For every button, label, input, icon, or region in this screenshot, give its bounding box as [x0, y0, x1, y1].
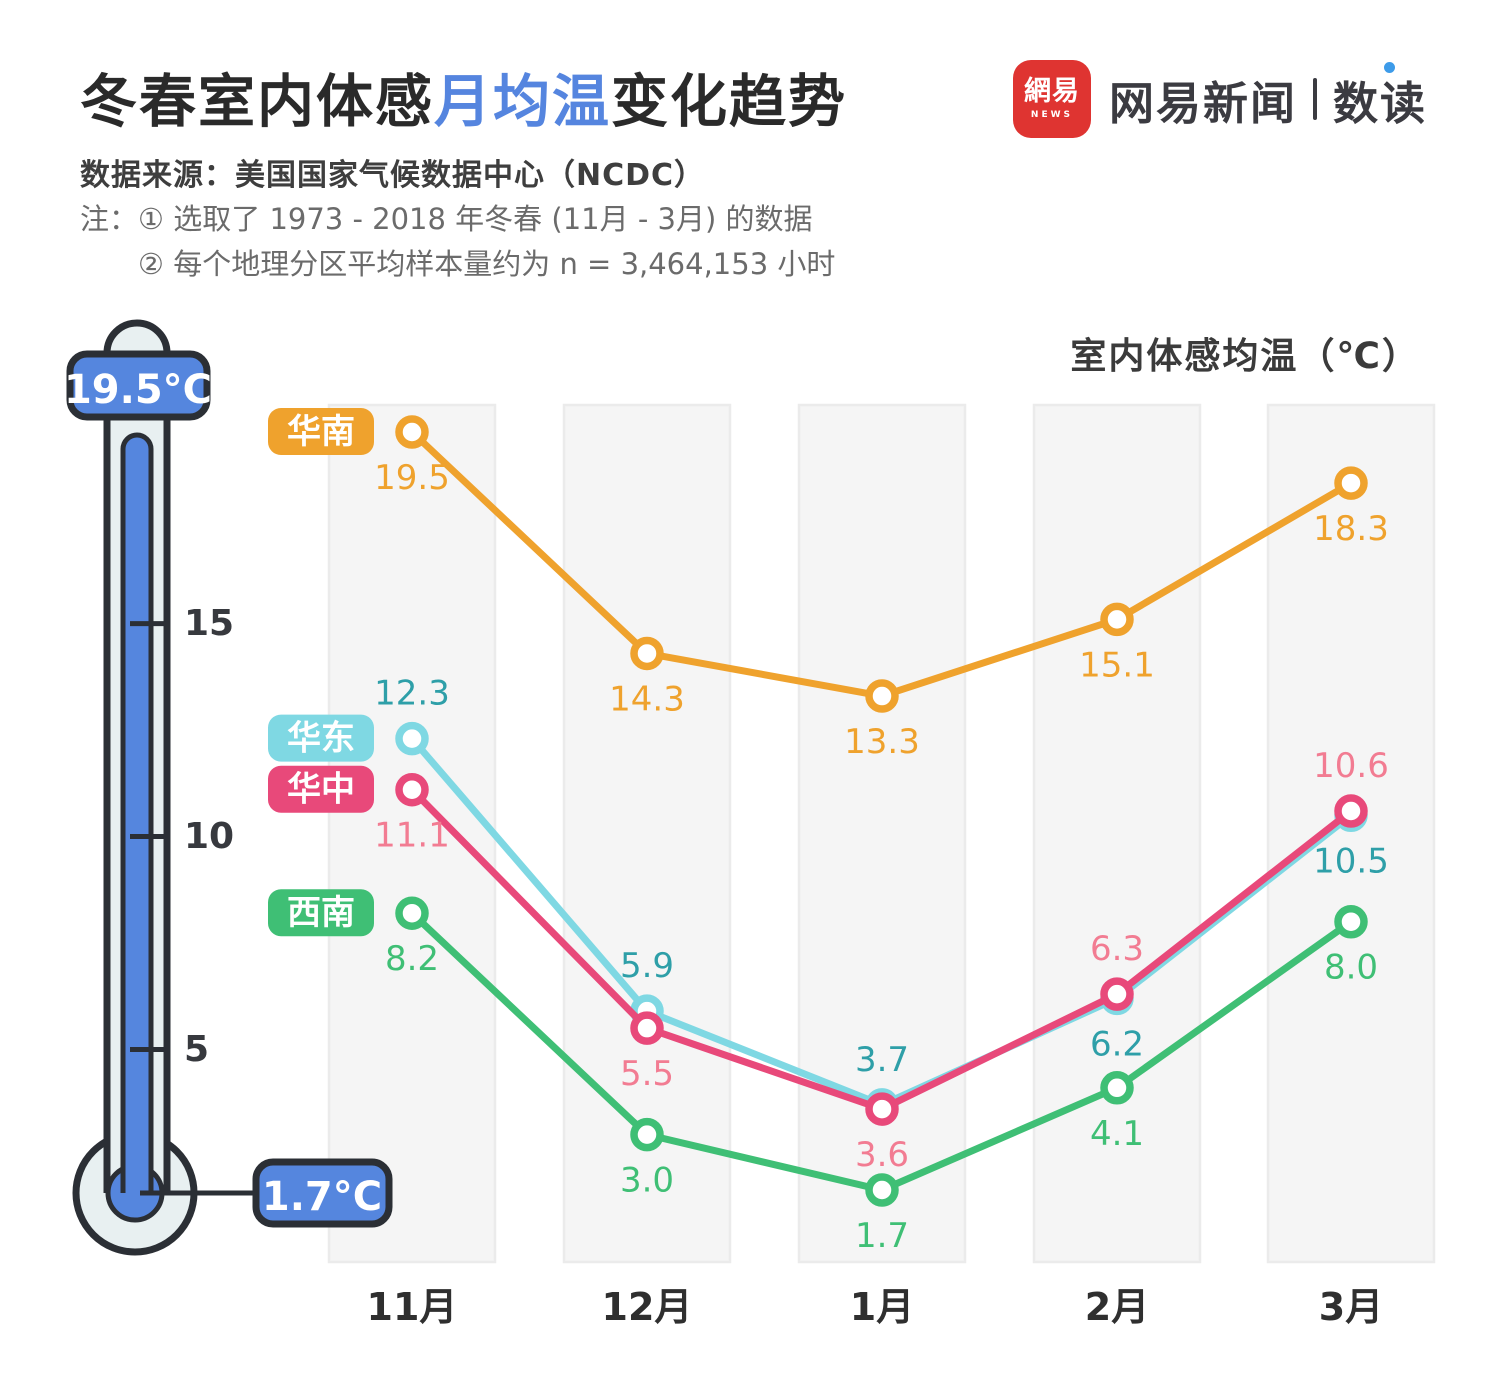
shudu-text: 数读: [1332, 76, 1427, 130]
x-axis-label: 1月: [850, 1285, 914, 1329]
month-band: [327, 403, 497, 1264]
month-band: [1266, 403, 1436, 1264]
point-label: 4.1: [1090, 1114, 1144, 1154]
data-point: [1100, 602, 1134, 637]
shudu-blue-dot: [1383, 61, 1395, 73]
series-badge-box: [268, 408, 374, 455]
x-axis-layer: 11月 12月 1月 2月 3月: [367, 1285, 1384, 1329]
point-label: 3.0: [620, 1161, 674, 1201]
note-line-2: ② 每个地理分区平均样本量约为 n = 3,464,153 小时: [138, 247, 836, 281]
netease-logo: 網易 NEWS 网易新闻 数读: [1012, 60, 1427, 138]
logo-divider: [1312, 78, 1317, 120]
netease-icon-text: 網易: [1023, 75, 1080, 107]
month-band: [797, 403, 967, 1264]
data-point: [395, 772, 429, 807]
point-label: 11.1: [374, 816, 450, 856]
netease-news-wordmark: 网易新闻: [1108, 76, 1297, 130]
note-prefix: 注：: [80, 202, 139, 236]
series-badge-label: 华东: [287, 719, 355, 759]
point-label: 13.3: [844, 722, 920, 762]
point-label: 15.1: [1079, 645, 1155, 685]
data-point: [1334, 466, 1368, 500]
data-point: [1334, 904, 1368, 939]
thermometer: 15 10 5 19.5°C 1.7°C: [64, 319, 393, 1256]
series-badge-label: 华南: [287, 412, 355, 452]
point-label: 10.6: [1313, 746, 1389, 786]
netease-app-icon: 網易 NEWS: [1012, 60, 1091, 138]
data-point: [395, 415, 429, 449]
point-label: 5.9: [620, 946, 674, 986]
title-part-1: 冬春室内体感: [80, 69, 434, 135]
thermometer-max-badge-box: [66, 350, 211, 421]
data-source-line: 数据来源：美国国家气候数据中心（NCDC）: [80, 158, 706, 193]
y-axis-title: 室内体感均温（℃）: [1070, 336, 1420, 377]
point-label: 3.6: [855, 1135, 909, 1175]
point-label: 14.3: [609, 679, 685, 719]
thermometer-ticks: 15 10 5: [130, 603, 234, 1070]
thermometer-max-label: 19.5°C: [64, 367, 212, 413]
data-point: [395, 721, 429, 756]
x-axis-label: 12月: [602, 1285, 693, 1329]
data-point: [1100, 977, 1134, 1011]
thermometer-tick-label: 5: [184, 1029, 209, 1070]
thermometer-tick-label: 15: [184, 603, 234, 644]
data-point: [1334, 794, 1368, 828]
month-band: [1032, 403, 1202, 1264]
point-label: 12.3: [374, 674, 450, 714]
x-axis-label: 11月: [367, 1285, 458, 1329]
thermometer-tick-label: 10: [184, 816, 234, 857]
thermometer-min-badge: 1.7°C: [252, 1158, 393, 1228]
series-layer: [395, 415, 1368, 1207]
data-point: [865, 1173, 899, 1207]
month-bands: [327, 403, 1436, 1264]
thermometer-mercury-column: [120, 432, 154, 1193]
point-label: 19.5: [374, 458, 450, 498]
series-badge-label: 华中: [287, 770, 355, 810]
title-part-2: 变化趋势: [611, 69, 847, 135]
point-label: 8.0: [1324, 948, 1378, 988]
point-label: 5.5: [620, 1054, 674, 1094]
point-label: 1.7: [855, 1216, 909, 1256]
data-point: [865, 1092, 899, 1126]
x-axis-label: 3月: [1319, 1285, 1383, 1329]
series-badge-label: 西南: [287, 893, 355, 933]
point-label: 8.2: [385, 939, 439, 979]
point-label-layer: 12.3 5.9 3.7 6.2 10.5 11.1 5.5 3.6 6.3 10.6 8.2 3.0…: [374, 458, 1389, 1256]
thermometer-min-label: 1.7°C: [262, 1174, 382, 1220]
shudu-wordmark: 数读: [1332, 61, 1427, 132]
thermometer-max-badge: 19.5°C: [64, 350, 212, 421]
point-label: 6.3: [1090, 929, 1144, 969]
page-title: 冬春室内体感月均温变化趋势: [80, 56, 847, 138]
point-label: 18.3: [1313, 509, 1389, 549]
point-label: 6.2: [1090, 1024, 1144, 1064]
data-point: [630, 636, 664, 671]
notes-block: 注： ① 选取了 1973 - 2018 年冬春 (11月 - 3月) 的数据 …: [80, 197, 835, 287]
data-point: [865, 679, 899, 713]
note-line-1: ① 选取了 1973 - 2018 年冬春 (11月 - 3月) 的数据: [138, 202, 813, 236]
thermometer-min-badge-box: [252, 1158, 393, 1228]
data-point: [395, 896, 429, 930]
x-axis-label: 2月: [1085, 1285, 1149, 1329]
data-point: [1100, 1071, 1134, 1105]
series-badge-box: [268, 765, 374, 813]
title-highlight: 月均温: [434, 69, 611, 135]
series-badge-box: [268, 889, 374, 937]
point-label: 10.5: [1313, 841, 1389, 881]
point-label: 3.7: [855, 1040, 909, 1080]
data-point: [630, 1117, 664, 1152]
data-point: [630, 1011, 664, 1045]
netease-icon-subtext: NEWS: [1030, 110, 1074, 121]
series-badge-box: [268, 714, 374, 762]
